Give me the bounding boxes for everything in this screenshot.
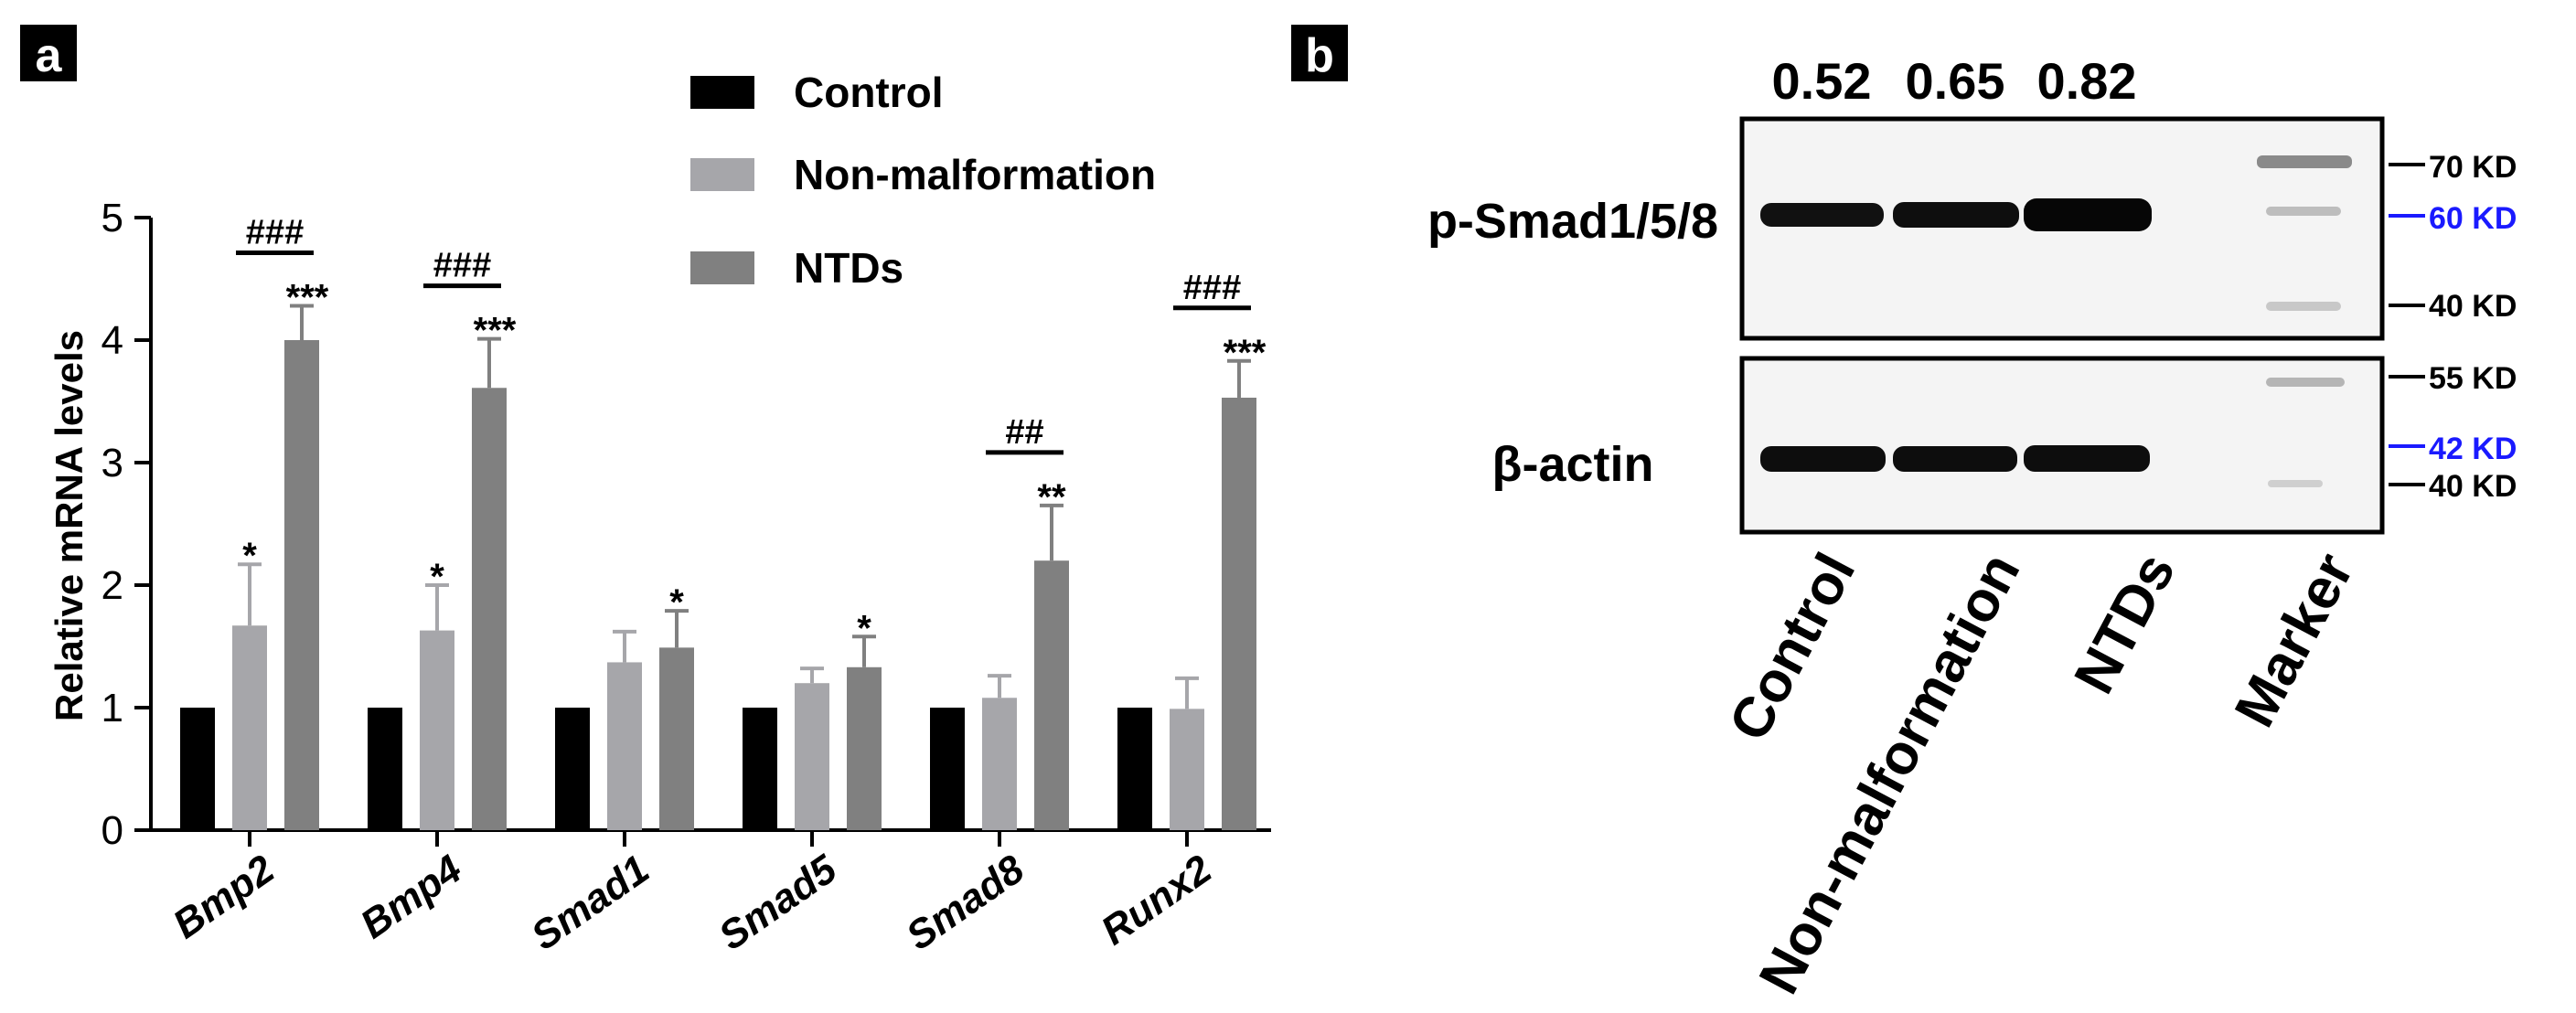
y-axis-label: Relative mRNA levels xyxy=(48,330,91,721)
x-category-label: Bmp2 xyxy=(165,847,283,948)
bar xyxy=(1034,560,1069,830)
band-marker-40kd-actin xyxy=(2268,480,2323,487)
marker-label-42kd: 42 KD xyxy=(2429,432,2517,466)
bar xyxy=(847,666,882,830)
panel-a-label: a xyxy=(36,29,63,82)
bar xyxy=(472,388,507,830)
legend-swatch xyxy=(690,251,754,284)
bar xyxy=(368,708,402,830)
x-category-label: Runx2 xyxy=(1093,847,1220,954)
panel-b: b 0.52 0.65 0.82 p-Smad1/5/8 β-actin xyxy=(1291,25,2517,1004)
bar xyxy=(555,708,590,830)
x-category-label: Smad1 xyxy=(523,847,657,959)
y-tick-label: 0 xyxy=(102,808,123,853)
lane-label-ntds: NTDs xyxy=(2062,543,2187,703)
band-marker-70kd xyxy=(2257,155,2352,168)
significance-mark: *** xyxy=(286,277,329,317)
bar xyxy=(659,647,694,830)
legend-label: Control xyxy=(794,69,944,116)
legend-swatch xyxy=(690,158,754,191)
panel-b-label: b xyxy=(1305,29,1334,82)
density-value-control: 0.52 xyxy=(1772,52,1872,110)
density-value-non-malformation: 0.65 xyxy=(1906,52,2005,110)
y-tick-label: 3 xyxy=(102,441,123,485)
marker-labels: 70 KD 60 KD 40 KD 55 KD 42 KD 40 KD xyxy=(2389,150,2517,504)
bar xyxy=(420,630,454,830)
marker-label-70kd: 70 KD xyxy=(2429,150,2517,185)
band-marker-60kd xyxy=(2266,207,2341,216)
blot-p-smad xyxy=(1739,116,2385,341)
bar xyxy=(180,708,215,830)
comparison-mark: ## xyxy=(1005,413,1043,452)
bar xyxy=(232,625,267,830)
bar xyxy=(930,708,965,830)
band-marker-40kd xyxy=(2266,302,2341,311)
panel-b-label-box xyxy=(1291,25,1348,81)
bar xyxy=(1170,709,1204,830)
comparison-mark: ### xyxy=(433,247,491,285)
marker-label-55kd: 55 KD xyxy=(2429,361,2517,396)
marker-label-40kd-actin: 40 KD xyxy=(2429,469,2517,504)
marker-label-60kd: 60 KD xyxy=(2429,201,2517,236)
legend: Control Non-malformation NTDs xyxy=(690,69,1156,292)
significance-mark: *** xyxy=(474,311,517,351)
significance-mark: * xyxy=(242,536,257,576)
marker-label-40kd: 40 KD xyxy=(2429,289,2517,324)
band-actin-ntds xyxy=(2024,445,2150,472)
y-tick-label: 5 xyxy=(102,196,123,240)
panel-a-label-box xyxy=(20,25,77,81)
y-tick-label: 1 xyxy=(102,686,123,730)
significance-mark: * xyxy=(669,582,684,623)
lane-label-control: Control xyxy=(1717,543,1867,751)
x-category-label: Smad8 xyxy=(898,847,1032,959)
y-tick-label: 2 xyxy=(102,563,123,608)
significance-mark: ** xyxy=(1037,477,1066,517)
lane-labels: Control Non-malformation NTDs Marker xyxy=(1717,543,2366,1004)
significance-mark: *** xyxy=(1224,333,1267,373)
band-p-smad-non-malformation xyxy=(1893,202,2019,228)
bar xyxy=(743,708,777,830)
band-marker-55kd xyxy=(2266,378,2345,387)
legend-label: NTDs xyxy=(794,244,903,292)
band-p-smad-control xyxy=(1760,203,1884,227)
significance-mark: * xyxy=(430,557,444,597)
band-p-smad-ntds xyxy=(2024,198,2152,231)
bar xyxy=(284,340,319,830)
density-value-ntds: 0.82 xyxy=(2037,52,2137,110)
blot-beta-actin xyxy=(1739,356,2385,535)
bar xyxy=(607,662,642,830)
row-label-p-smad: p-Smad1/5/8 xyxy=(1427,194,1718,249)
legend-label: Non-malformation xyxy=(794,151,1156,198)
comparison-mark: ### xyxy=(1183,269,1241,307)
band-actin-control xyxy=(1760,446,1886,472)
bar xyxy=(1117,708,1152,830)
y-tick-label: 4 xyxy=(102,318,123,363)
x-category-label: Smad5 xyxy=(711,847,845,959)
lane-label-marker: Marker xyxy=(2223,543,2366,737)
x-category-label: Bmp4 xyxy=(352,847,469,947)
row-label-beta-actin: β-actin xyxy=(1492,437,1654,492)
legend-swatch xyxy=(690,76,754,109)
bar xyxy=(1222,397,1256,830)
band-actin-non-malformation xyxy=(1893,446,2017,472)
comparison-mark: ### xyxy=(246,213,304,251)
significance-mark: * xyxy=(857,608,871,648)
bar xyxy=(795,683,829,830)
bar xyxy=(982,698,1017,830)
